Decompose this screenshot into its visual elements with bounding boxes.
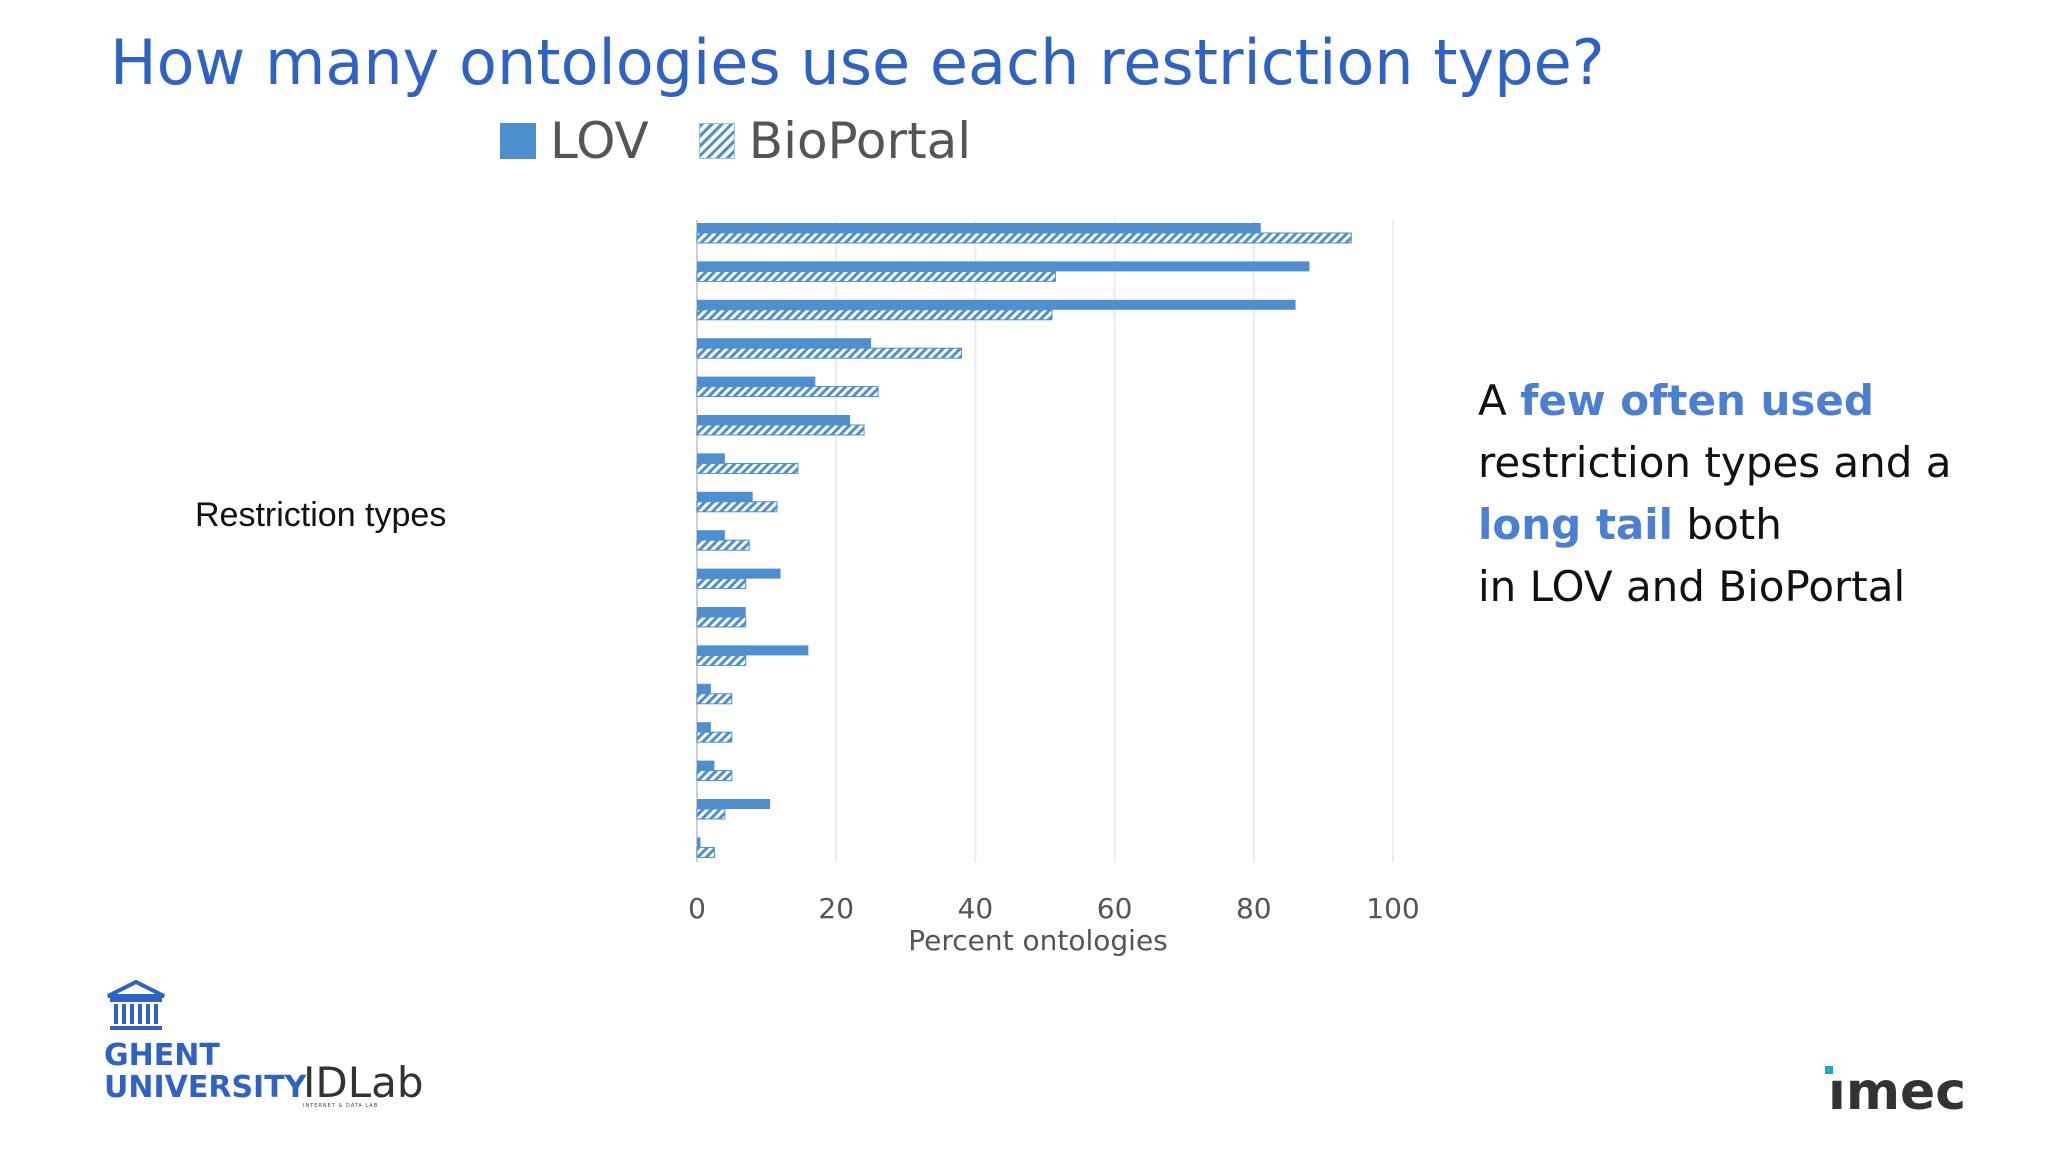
university-building-icon	[107, 980, 165, 1030]
bar-bioportal	[696, 539, 750, 551]
idlab-subtext: INTERNET & DATA LAB	[303, 1103, 379, 1109]
bar-bioportal	[696, 309, 1053, 321]
x-tick-label: 60	[1097, 892, 1133, 925]
bar-bioportal	[696, 578, 747, 590]
imec-dot-icon	[1825, 1066, 1833, 1074]
bar-bioportal	[696, 731, 733, 743]
page-title: How many ontologies use each restriction…	[110, 26, 1605, 99]
bar-lov	[697, 837, 701, 848]
x-tick-label: 100	[1366, 892, 1419, 925]
bar-lov	[697, 530, 725, 541]
legend-item-lov: LOV	[500, 112, 649, 170]
bar-lov	[697, 760, 715, 771]
annotation-part1: A	[1478, 376, 1521, 425]
bar-bioportal	[696, 270, 1056, 282]
idlab-logo: IDLab INTERNET & DATA LAB	[303, 1058, 424, 1109]
annotation-text: A few often used restriction types and a…	[1478, 370, 1998, 618]
x-tick-label: 0	[688, 892, 706, 925]
annotation-highlight-few-often-used: few often used	[1520, 376, 1874, 425]
chart-legend: LOV BioPortal	[500, 112, 1021, 170]
bar-bioportal	[696, 347, 962, 359]
bar-bioportal	[696, 424, 865, 436]
idlab-text: IDLab	[303, 1058, 424, 1107]
legend-label-bioportal: BioPortal	[748, 112, 972, 170]
bar-chart: 0 20 40 60 80 100 Percent ontologies	[688, 220, 1420, 957]
bar-bioportal	[696, 501, 778, 513]
bar-lov	[697, 299, 1296, 310]
imec-logo: ımec	[1828, 1062, 1967, 1122]
bar-lov	[697, 722, 711, 733]
x-tick-label: 40	[958, 892, 994, 925]
bar-bioportal	[696, 846, 715, 858]
bar-lov	[697, 338, 871, 349]
bar-bioportal	[696, 386, 879, 398]
bar-lov	[697, 376, 816, 387]
bar-bioportal	[696, 616, 747, 628]
annotation-highlight-long-tail: long tail	[1478, 500, 1674, 549]
x-tick-label: 80	[1236, 892, 1272, 925]
legend-swatch-hatched	[698, 123, 735, 159]
restriction-types-label: Restriction types	[195, 496, 447, 534]
bar-lov	[697, 683, 711, 694]
legend-swatch-solid	[500, 123, 536, 159]
bar-lov	[697, 645, 809, 656]
ghent-line1: GHENT	[104, 1038, 220, 1073]
bar-lov	[697, 568, 781, 579]
bar-lov	[697, 491, 753, 502]
bar-bioportal	[696, 232, 1352, 244]
bar-bioportal	[696, 770, 733, 782]
bar-bioportal	[696, 462, 799, 474]
legend-item-bioportal: BioPortal	[698, 112, 972, 170]
x-tick-label: 20	[818, 892, 854, 925]
annotation-part3: both	[1673, 500, 1782, 549]
x-axis-label: Percent ontologies	[908, 924, 1168, 957]
bar-lov	[697, 415, 851, 425]
bar-lov	[697, 607, 746, 617]
bar-lov	[697, 799, 771, 809]
bar-lov	[697, 453, 725, 464]
bar-bioportal	[696, 654, 747, 666]
bar-bioportal	[696, 808, 726, 820]
legend-label-lov: LOV	[550, 112, 649, 170]
bar-lov	[697, 223, 1261, 233]
annotation-part2: restriction types and a	[1478, 438, 1952, 487]
bar-lov	[697, 261, 1310, 272]
ghent-university-logo: GHENT UNIVERSITY	[104, 980, 307, 1105]
annotation-part4: in LOV and BioPortal	[1478, 562, 1906, 611]
ghent-line2: UNIVERSITY	[104, 1070, 307, 1105]
bar-bioportal	[696, 693, 733, 705]
